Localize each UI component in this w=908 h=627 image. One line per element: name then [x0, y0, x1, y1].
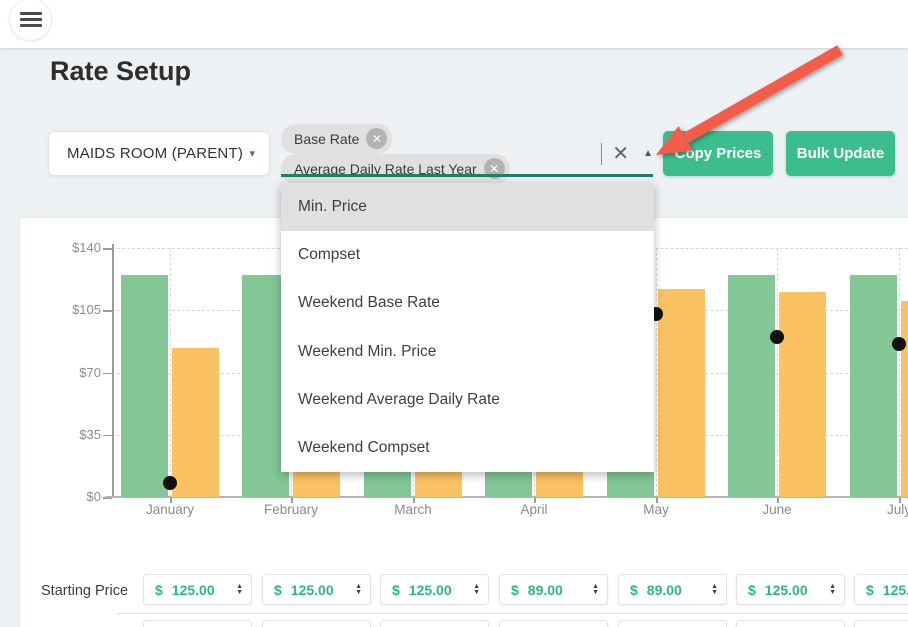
- stepper-arrows-icon[interactable]: ▲ ▼: [473, 582, 480, 596]
- dropdown-option[interactable]: Compset: [298, 246, 361, 264]
- room-select[interactable]: MAIDS ROOM (PARENT) ▾: [48, 131, 270, 176]
- stepper-arrows-icon[interactable]: ▲ ▼: [592, 582, 599, 596]
- next-row-price-input[interactable]: [854, 620, 908, 627]
- starting-price-label: Starting Price: [41, 583, 129, 599]
- stepper-down-icon[interactable]: ▼: [592, 588, 599, 596]
- next-row-price-input[interactable]: [380, 620, 489, 627]
- currency-symbol: $: [155, 581, 163, 598]
- currency-symbol: $: [630, 581, 638, 598]
- hamburger-icon: [19, 18, 42, 21]
- metric-multiselect[interactable]: Base Rate ✕ Average Daily Rate Last Year ✕ …: [281, 123, 653, 184]
- starting-price-input[interactable]: $125.00 ▲▼: [380, 574, 489, 605]
- chip-remove-icon[interactable]: ✕: [366, 128, 388, 149]
- stepper-up-icon[interactable]: ▲: [829, 582, 836, 590]
- price-value: 125.00: [764, 581, 808, 598]
- currency-symbol: $: [748, 581, 756, 598]
- currency-symbol: $: [274, 581, 282, 598]
- dropdown-option[interactable]: Weekend Min. Price: [298, 342, 437, 360]
- dropdown-option[interactable]: Min. Price: [281, 183, 654, 232]
- hamburger-icon: [19, 12, 42, 15]
- clear-all-icon[interactable]: ✕: [612, 142, 630, 165]
- currency-symbol: $: [866, 581, 874, 598]
- starting-price-input[interactable]: $89.00 ▲ ▼: [618, 574, 727, 605]
- dropdown-option[interactable]: Weekend Base Rate: [298, 294, 440, 312]
- page-title: Rate Setup: [50, 56, 192, 86]
- price-value: 125.00: [408, 581, 452, 598]
- stepper-down-icon[interactable]: ▼: [473, 588, 480, 596]
- stepper-up-icon[interactable]: ▲: [236, 582, 243, 590]
- next-row-price-input[interactable]: [736, 620, 845, 627]
- select-focus-underline: [281, 174, 653, 177]
- next-row-price-input[interactable]: [499, 620, 608, 627]
- stepper-arrows-icon[interactable]: ▲ ▼: [829, 582, 836, 596]
- dropdown-option[interactable]: Weekend Average Daily Rate: [298, 390, 500, 408]
- next-row-price-input[interactable]: [262, 620, 371, 627]
- chevron-down-icon: ▾: [249, 148, 255, 160]
- metric-chip: Base Rate ✕: [281, 123, 393, 154]
- price-value: 89.00: [527, 581, 563, 598]
- stepper-up-icon[interactable]: ▲: [592, 582, 599, 590]
- room-select-value: MAIDS ROOM (PARENT): [67, 145, 244, 162]
- metric-chip-label: Base Rate: [294, 130, 360, 147]
- stepper-arrows-icon[interactable]: ▲ ▼: [236, 582, 243, 596]
- metric-chip-label: Average Daily Rate Last Year: [294, 160, 477, 177]
- price-value: 125.00: [290, 581, 334, 598]
- stepper-down-icon[interactable]: ▼: [355, 588, 362, 596]
- price-value: 125.00: [882, 581, 908, 598]
- currency-symbol: $: [511, 581, 519, 598]
- stepper-down-icon[interactable]: ▼: [829, 588, 836, 596]
- starting-price-input[interactable]: $89.00 ▲ ▼: [499, 574, 608, 605]
- stepper-up-icon[interactable]: ▲: [711, 582, 718, 590]
- next-row-price-input[interactable]: [143, 620, 252, 627]
- menu-button[interactable]: [9, 0, 52, 41]
- hamburger-icon: [19, 24, 42, 27]
- caret-up-icon[interactable]: ▲: [643, 148, 653, 159]
- price-value: 89.00: [646, 581, 682, 598]
- dropdown-option[interactable]: Weekend Compset: [298, 438, 430, 456]
- metric-chip: Average Daily Rate Last Year ✕: [281, 153, 510, 184]
- stepper-arrows-icon[interactable]: ▲ ▼: [711, 582, 718, 596]
- metric-dropdown-menu: Min. Price Compset Weekend Base Rate Weeken…: [281, 183, 654, 472]
- top-navbar: [0, 0, 908, 48]
- row-divider: [117, 613, 908, 614]
- starting-price-input[interactable]: $125.00 ▲▼: [262, 574, 371, 605]
- stepper-up-icon[interactable]: ▲: [355, 582, 362, 590]
- bulk-update-button[interactable]: Bulk Update: [786, 131, 895, 176]
- chip-remove-icon[interactable]: ✕: [483, 158, 505, 179]
- next-row-price-input[interactable]: [618, 620, 727, 627]
- starting-price-input[interactable]: $125.00 ▲▼: [736, 574, 845, 605]
- currency-symbol: $: [392, 581, 400, 598]
- starting-price-input[interactable]: $125.00 ▲▼: [143, 574, 252, 605]
- stepper-arrows-icon[interactable]: ▲ ▼: [355, 582, 362, 596]
- stepper-down-icon[interactable]: ▼: [711, 588, 718, 596]
- selected-metric-chips: Base Rate ✕ Average Daily Rate Last Year ✕: [281, 123, 597, 184]
- starting-price-input[interactable]: $125.00▲▼: [854, 574, 908, 605]
- stepper-down-icon[interactable]: ▼: [236, 588, 243, 596]
- stepper-up-icon[interactable]: ▲: [473, 582, 480, 590]
- copy-prices-button[interactable]: Copy Prices: [663, 131, 773, 176]
- price-value: 125.00: [171, 581, 215, 598]
- separator: [601, 142, 603, 165]
